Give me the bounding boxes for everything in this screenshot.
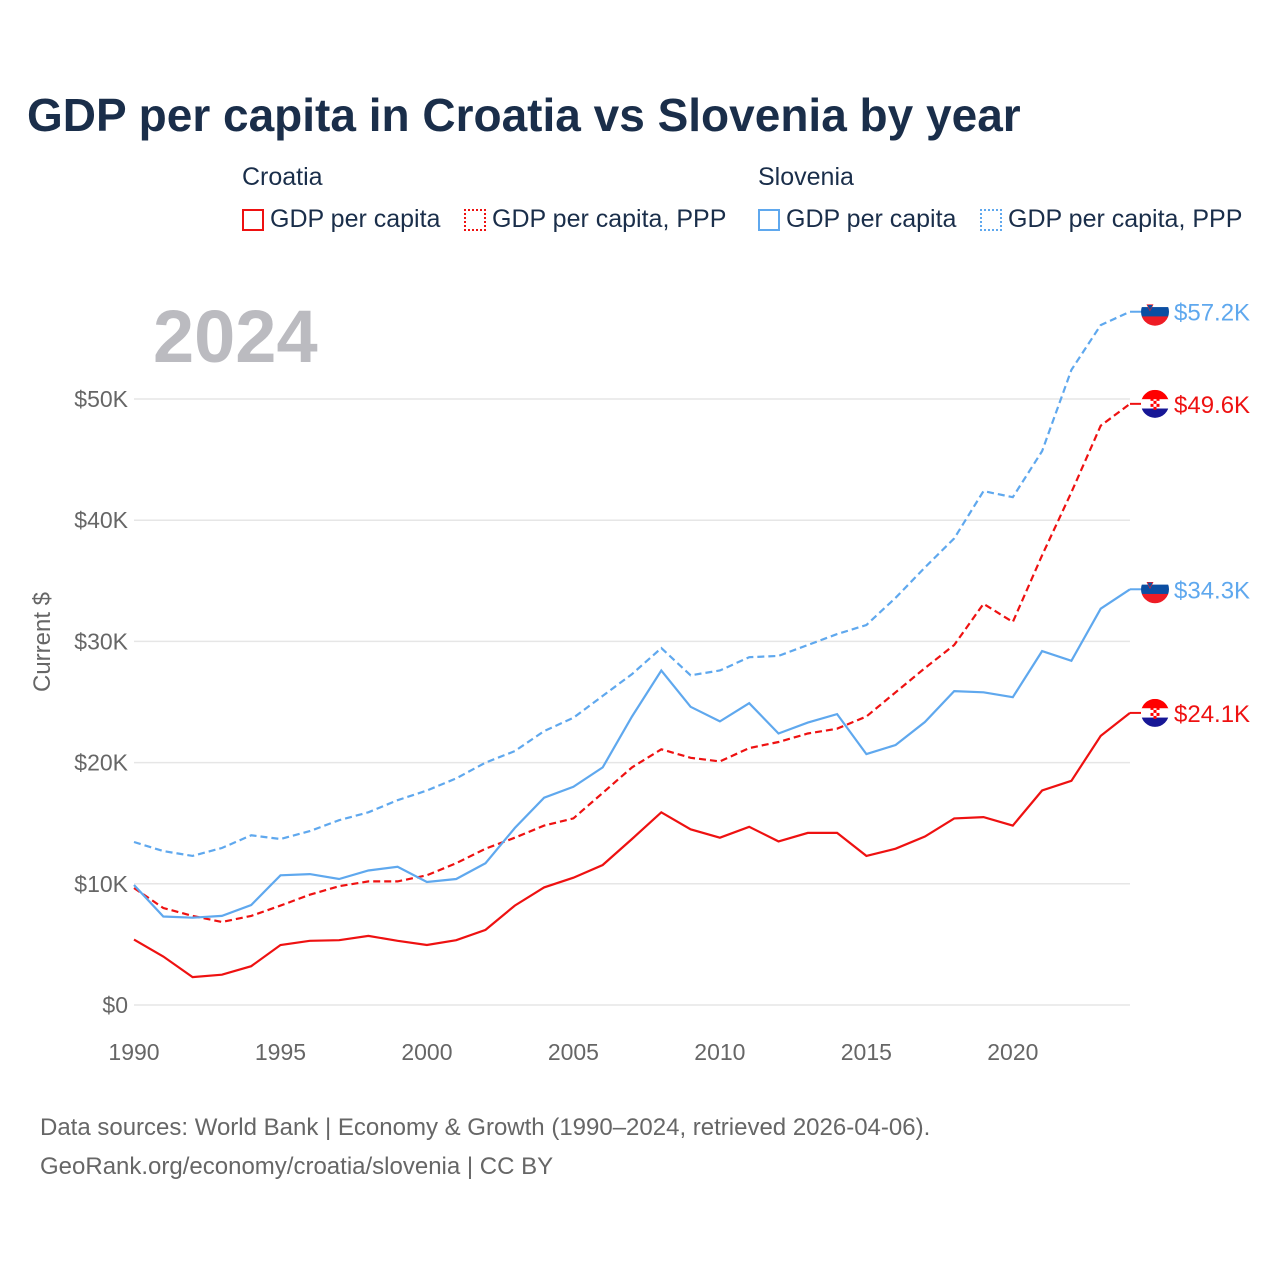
flag-crest bbox=[1146, 304, 1154, 312]
end-value-label: $49.6K bbox=[1174, 392, 1250, 419]
x-tick-label: 2015 bbox=[841, 1039, 892, 1065]
chart-title: GDP per capita in Croatia vs Slovenia by… bbox=[27, 89, 1021, 141]
flag-checker bbox=[1156, 706, 1160, 710]
series-line-slovenia-gdp-per-capita bbox=[133, 588, 1131, 919]
legend-slovenia-ppp[interactable]: GDP per capita, PPP bbox=[980, 205, 1242, 234]
flag-checker bbox=[1156, 403, 1160, 407]
x-tick-label: 2005 bbox=[548, 1039, 599, 1065]
series-line-slovenia-gdp-per-capita-ppp bbox=[133, 310, 1131, 858]
source-note: Data sources: World Bank | Economy & Gro… bbox=[40, 1108, 930, 1186]
legend-swatch bbox=[242, 208, 264, 231]
x-tick-label: 1995 bbox=[255, 1039, 306, 1065]
croatia-flag-icon bbox=[1141, 389, 1169, 418]
flag-checker bbox=[1150, 397, 1154, 401]
source-line: Data sources: World Bank | Economy & Gro… bbox=[40, 1114, 931, 1141]
flag-stripe bbox=[1141, 708, 1169, 719]
slovenia-flag-icon bbox=[1141, 297, 1169, 326]
end-value-label: $34.3K bbox=[1174, 577, 1250, 604]
flag-checker bbox=[1153, 709, 1157, 713]
slovenia-flag-icon bbox=[1141, 575, 1169, 604]
flag-stripe bbox=[1141, 698, 1169, 709]
flag-stripe bbox=[1141, 399, 1169, 410]
source-link[interactable]: GeoRank.org/economy/croatia/slovenia | C… bbox=[40, 1153, 554, 1180]
y-tick-label: $40K bbox=[74, 507, 128, 533]
flag-checker bbox=[1153, 406, 1157, 410]
flag-stripe bbox=[1141, 575, 1169, 586]
flag-checker bbox=[1153, 715, 1157, 719]
x-tick-label: 2010 bbox=[694, 1039, 745, 1065]
flag-checker bbox=[1150, 712, 1154, 716]
legend-swatch bbox=[758, 208, 780, 231]
y-tick-label: $50K bbox=[74, 386, 128, 412]
legend-swatch bbox=[980, 208, 1002, 231]
legend-group-slovenia: Slovenia bbox=[758, 163, 854, 191]
y-tick-label: $30K bbox=[74, 628, 128, 654]
year-watermark: 2024 bbox=[153, 295, 318, 378]
croatia-flag-icon bbox=[1141, 698, 1169, 727]
series-line-croatia-gdp-per-capita-ppp bbox=[133, 402, 1131, 924]
y-tick-label: $20K bbox=[74, 750, 128, 776]
flag-stripe bbox=[1141, 584, 1169, 595]
flag-stripe bbox=[1141, 717, 1169, 727]
flag-checker bbox=[1153, 400, 1157, 404]
legend-swatch bbox=[464, 208, 486, 231]
flag-stripe bbox=[1141, 316, 1169, 326]
flag-stripe bbox=[1141, 389, 1169, 400]
flag-stripe bbox=[1141, 408, 1169, 418]
legend-slovenia-gdp[interactable]: GDP per capita bbox=[758, 205, 956, 234]
y-tick-label: $10K bbox=[74, 871, 128, 897]
flag-crest bbox=[1146, 581, 1154, 589]
legend-group-croatia: Croatia bbox=[242, 163, 323, 191]
flag-stripe bbox=[1141, 307, 1169, 317]
y-axis-label: Current $ bbox=[29, 592, 56, 692]
flag-checker bbox=[1150, 706, 1154, 710]
flag-stripe bbox=[1141, 297, 1169, 308]
x-tick-label: 1990 bbox=[108, 1039, 159, 1065]
series-line-croatia-gdp-per-capita bbox=[133, 712, 1131, 979]
legend-label: GDP per capita bbox=[270, 205, 441, 233]
x-tick-label: 2000 bbox=[401, 1039, 452, 1065]
flag-checker bbox=[1156, 397, 1160, 401]
end-value-label: $24.1K bbox=[1174, 701, 1250, 728]
y-tick-label: $0 bbox=[102, 992, 128, 1018]
flag-checker bbox=[1150, 403, 1154, 407]
legend-label: GDP per capita, PPP bbox=[492, 205, 727, 233]
legend-label: GDP per capita, PPP bbox=[1008, 205, 1243, 233]
legend-croatia-ppp[interactable]: GDP per capita, PPP bbox=[464, 205, 726, 234]
end-value-label: $57.2K bbox=[1174, 300, 1250, 327]
x-tick-label: 2020 bbox=[987, 1039, 1038, 1065]
flag-stripe bbox=[1141, 593, 1169, 604]
legend-label: GDP per capita bbox=[786, 205, 957, 233]
legend-croatia-gdp[interactable]: GDP per capita bbox=[242, 205, 440, 234]
flag-checker bbox=[1156, 712, 1160, 716]
